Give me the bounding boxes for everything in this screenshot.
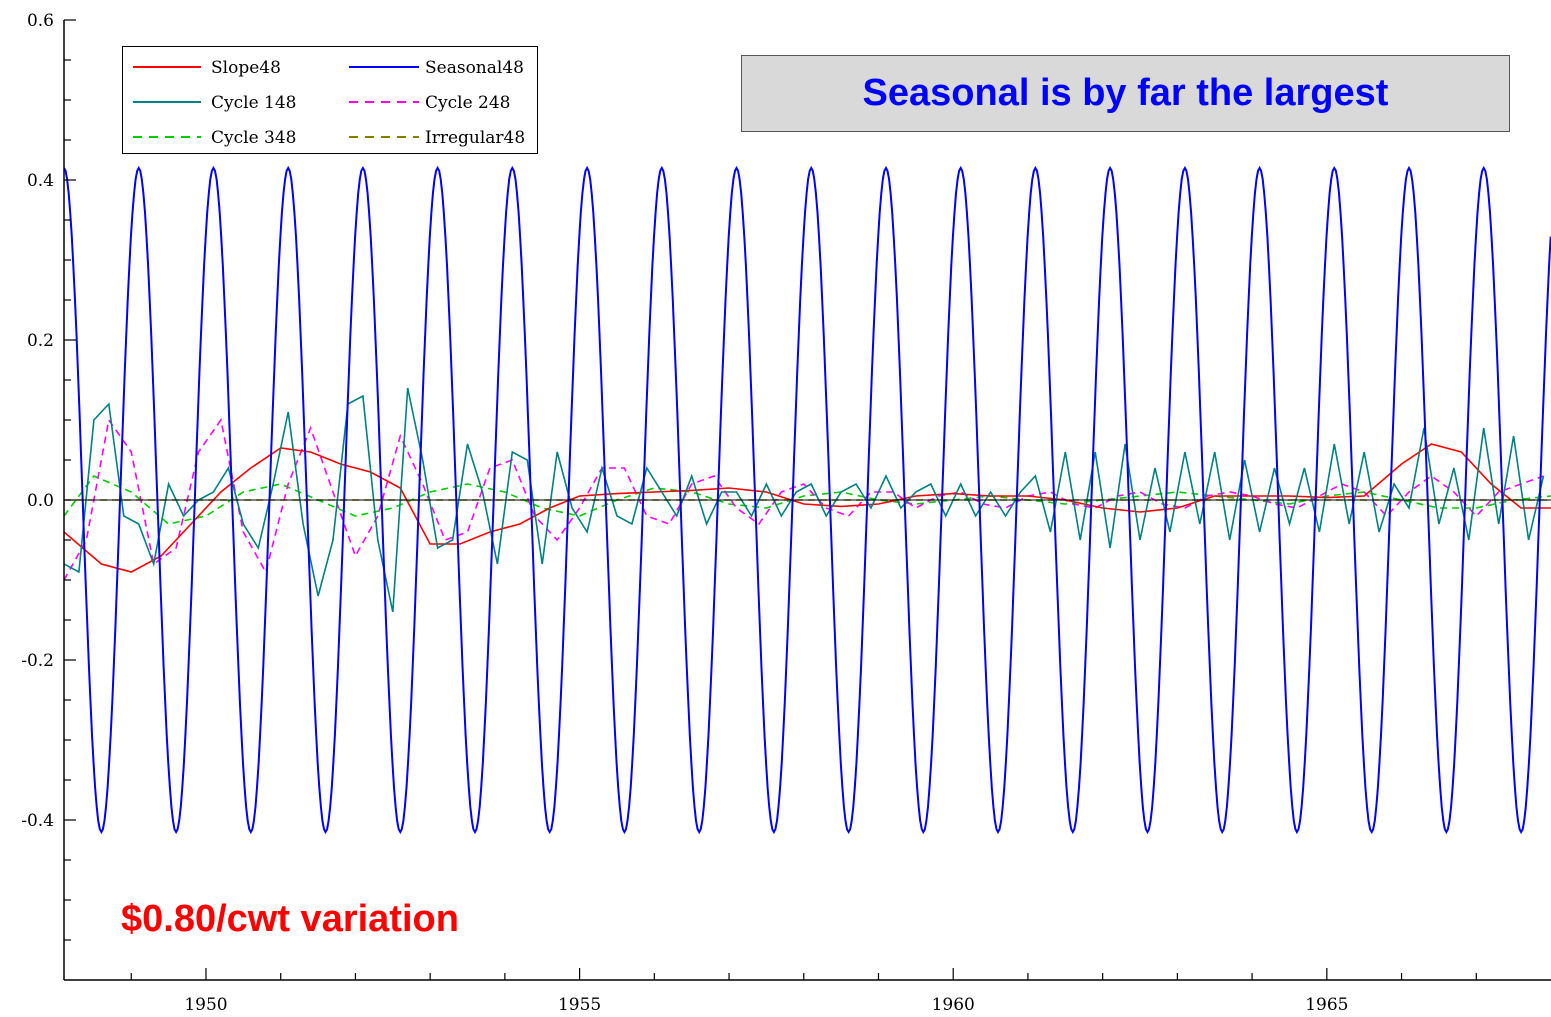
legend: Slope48 Seasonal48 Cycle 148 Cycle 248 C… — [122, 46, 538, 154]
x-tick-label: 1960 — [932, 995, 975, 1015]
axes — [63, 20, 1551, 981]
legend-label-cycle148: Cycle 148 — [211, 93, 296, 113]
y-tick-label: -0.4 — [21, 811, 54, 831]
legend-label-cycle248: Cycle 248 — [425, 93, 510, 113]
series-slope48 — [64, 443, 1551, 573]
series-cycle-148 — [64, 387, 1545, 613]
series-seasonal48 — [64, 165, 1551, 835]
legend-label-seasonal48: Seasonal48 — [425, 58, 524, 78]
y-tick-label: 0.6 — [27, 11, 54, 31]
legend-label-irregular48: Irregular48 — [425, 128, 525, 148]
ticks: 0.6 0.4 0.2 0.0 -0.2 -0.4 1950 1955 1960 1965 — [21, 11, 1477, 1015]
variation-annotation: $0.80/cwt variation — [121, 898, 459, 940]
y-tick-label: 0.2 — [27, 331, 54, 351]
legend-label-slope48: Slope48 — [211, 58, 281, 78]
series-cycle-348 — [64, 475, 1551, 525]
y-tick-label: 0.0 — [27, 491, 54, 511]
x-tick-label: 1950 — [184, 995, 227, 1015]
x-tick-label: 1965 — [1305, 995, 1348, 1015]
y-tick-label: 0.4 — [27, 171, 54, 191]
series-cycle-248 — [64, 417, 1544, 581]
legend-label-cycle348: Cycle 348 — [211, 128, 296, 148]
x-tick-label: 1955 — [558, 995, 601, 1015]
legend-swatches: Slope48 Seasonal48 Cycle 148 Cycle 248 C… — [133, 58, 525, 148]
y-tick-label: -0.2 — [21, 651, 54, 671]
seasonal-callout: Seasonal is by far the largest — [741, 55, 1510, 132]
